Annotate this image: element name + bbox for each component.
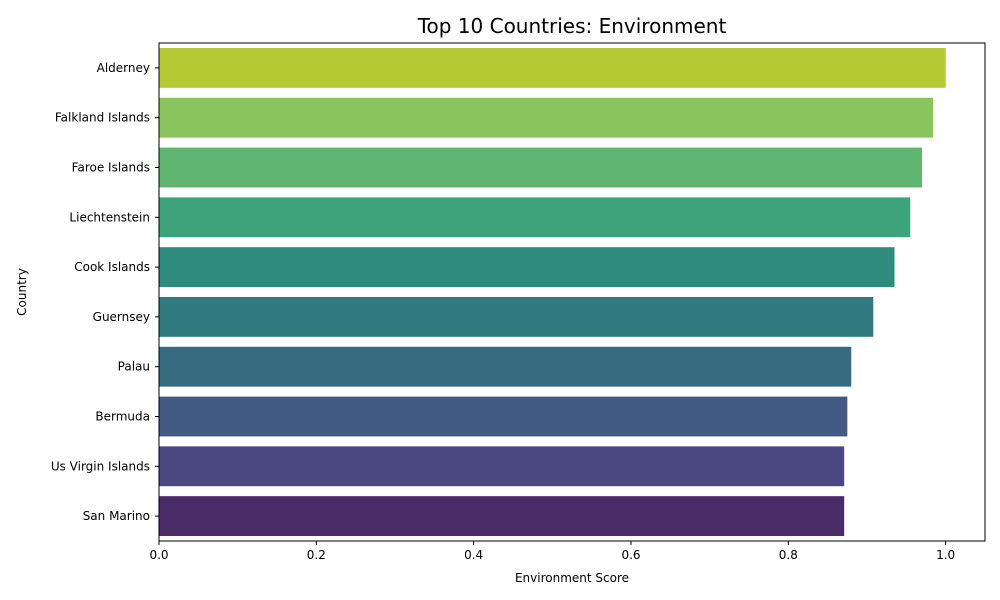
x-tick-label: 0.4 <box>464 548 483 562</box>
y-axis-label: Country <box>15 268 29 316</box>
bar-san-marino <box>159 496 845 537</box>
y-tick-label: Falkland Islands <box>55 111 150 125</box>
bar-cook-islands <box>159 247 895 288</box>
bar-palau <box>159 346 852 387</box>
plot-frame <box>158 42 986 542</box>
y-tick-label: Liechtenstein <box>69 210 150 224</box>
chart-title: Top 10 Countries: Environment <box>417 14 727 38</box>
bar-falkland-islands <box>159 97 934 138</box>
y-tick-label: Bermuda <box>95 410 150 424</box>
x-tick-label: 0.6 <box>621 548 640 562</box>
bar-us-virgin-islands <box>159 446 845 487</box>
bar-alderney <box>159 47 946 88</box>
bar-guernsey <box>159 296 874 337</box>
y-tick-label: San Marino <box>83 509 150 523</box>
bar-bermuda <box>159 396 848 437</box>
bar-faroe-islands <box>159 147 923 188</box>
x-tick-label: 0.0 <box>149 548 168 562</box>
x-tick-label: 0.2 <box>307 548 326 562</box>
x-tick-label: 0.8 <box>779 548 798 562</box>
y-tick-label: Faroe Islands <box>72 161 150 175</box>
y-ticks-group: Alderney Falkland Islands Faroe Islands Lie… <box>51 61 159 523</box>
y-tick-label: Alderney <box>97 61 150 75</box>
y-tick-label: Cook Islands <box>74 260 150 274</box>
y-tick-label: Us Virgin Islands <box>51 459 150 473</box>
bar-liechtenstein <box>159 197 911 238</box>
y-tick-label: Palau <box>118 360 150 374</box>
x-axis-label: Environment Score <box>515 571 629 585</box>
x-ticks-group: 0.0 0.2 0.4 0.6 0.8 1.0 <box>149 541 955 562</box>
y-tick-label: Guernsey <box>93 310 150 324</box>
bars-group <box>159 47 946 537</box>
x-tick-label: 1.0 <box>936 548 955 562</box>
